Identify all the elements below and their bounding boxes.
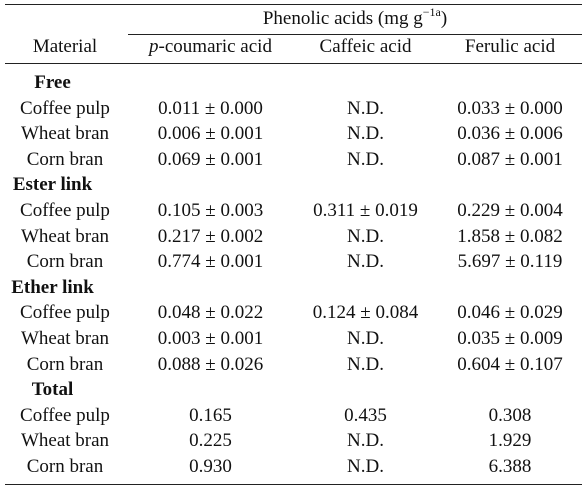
cell-caffeic: N.D. xyxy=(347,225,384,247)
cell-p-coumaric: 0.003 ± 0.001 xyxy=(157,328,264,349)
cell-p-coumaric: 0.088 ± 0.026 xyxy=(157,353,264,375)
cell-p-coumaric: 0.774 ± 0.001 xyxy=(157,251,264,273)
cell-ferulic: 0.308 xyxy=(488,404,532,426)
cell-p-coumaric: 0.069 ± 0.001 xyxy=(157,148,264,170)
cell-ferulic: 0.604 ± 0.107 xyxy=(457,353,563,375)
ferulic-header: Ferulic acid xyxy=(464,36,556,57)
cell-caffeic: 0.311 ± 0.019 xyxy=(313,200,418,221)
row-material: Wheat bran xyxy=(20,430,110,452)
cell-caffeic: N.D. xyxy=(347,97,384,119)
cell-p-coumaric: 0.006 ± 0.001 xyxy=(157,123,264,145)
group-label: Ether link xyxy=(11,276,94,298)
cell-p-coumaric: 0.011 ± 0.000 xyxy=(158,97,263,119)
row-material: Wheat bran xyxy=(20,123,110,145)
row-material: Wheat bran xyxy=(20,225,110,247)
row-material: Corn bran xyxy=(26,456,104,477)
header-sub-rule xyxy=(128,34,582,35)
cell-ferulic: 0.033 ± 0.000 xyxy=(457,97,563,119)
cell-caffeic: N.D. xyxy=(347,148,384,170)
header-rule xyxy=(5,63,582,65)
group-label: Total xyxy=(31,379,74,401)
cell-caffeic: N.D. xyxy=(347,123,384,145)
cell-ferulic: 1.858 ± 0.082 xyxy=(457,225,563,247)
cell-p-coumaric: 0.105 ± 0.003 xyxy=(157,200,264,221)
cell-caffeic: N.D. xyxy=(347,353,384,375)
cell-ferulic: 0.036 ± 0.006 xyxy=(457,123,563,145)
cell-caffeic: 0.124 ± 0.084 xyxy=(312,302,419,324)
row-material: Coffee pulp xyxy=(20,302,110,324)
row-material: Coffee pulp xyxy=(20,200,110,221)
cell-p-coumaric: 0.165 xyxy=(189,404,232,426)
cell-caffeic: N.D. xyxy=(347,456,384,477)
cell-p-coumaric: 0.217 ± 0.002 xyxy=(157,225,264,247)
cell-caffeic: N.D. xyxy=(347,328,384,349)
cell-ferulic: 0.229 ± 0.004 xyxy=(457,200,563,221)
group-label: Free xyxy=(34,72,71,93)
cell-caffeic: N.D. xyxy=(347,251,384,273)
cell-ferulic: 1.929 xyxy=(488,430,532,452)
cell-ferulic: 0.087 ± 0.001 xyxy=(457,148,563,170)
cell-ferulic: 0.035 ± 0.009 xyxy=(457,328,563,349)
cell-ferulic: 5.697 ± 0.119 xyxy=(457,251,563,273)
cell-p-coumaric: 0.930 xyxy=(189,456,232,477)
row-material: Corn bran xyxy=(26,148,104,170)
cell-caffeic: N.D. xyxy=(347,430,384,452)
cell-ferulic: 0.046 ± 0.029 xyxy=(457,302,563,324)
caffeic-header: Caffeic acid xyxy=(319,36,412,57)
group-label: Ester link xyxy=(12,174,93,196)
cell-ferulic: 6.388 xyxy=(488,456,532,477)
material-header: Material xyxy=(32,36,98,57)
row-material: Corn bran xyxy=(26,251,104,273)
row-material: Coffee pulp xyxy=(20,97,110,119)
bottom-rule xyxy=(5,484,582,486)
top-rule xyxy=(5,4,582,6)
cell-caffeic: 0.435 xyxy=(344,404,387,426)
cell-p-coumaric: 0.225 xyxy=(189,430,232,452)
row-material: Corn bran xyxy=(26,353,104,375)
row-material: Coffee pulp xyxy=(20,404,110,426)
row-material: Wheat bran xyxy=(20,328,110,349)
phenolic-acids-header: Phenolic acids (mg g−1a) xyxy=(262,5,448,29)
p-coumaric-header: p-coumaric acid xyxy=(149,36,272,57)
cell-p-coumaric: 0.048 ± 0.022 xyxy=(157,302,264,324)
